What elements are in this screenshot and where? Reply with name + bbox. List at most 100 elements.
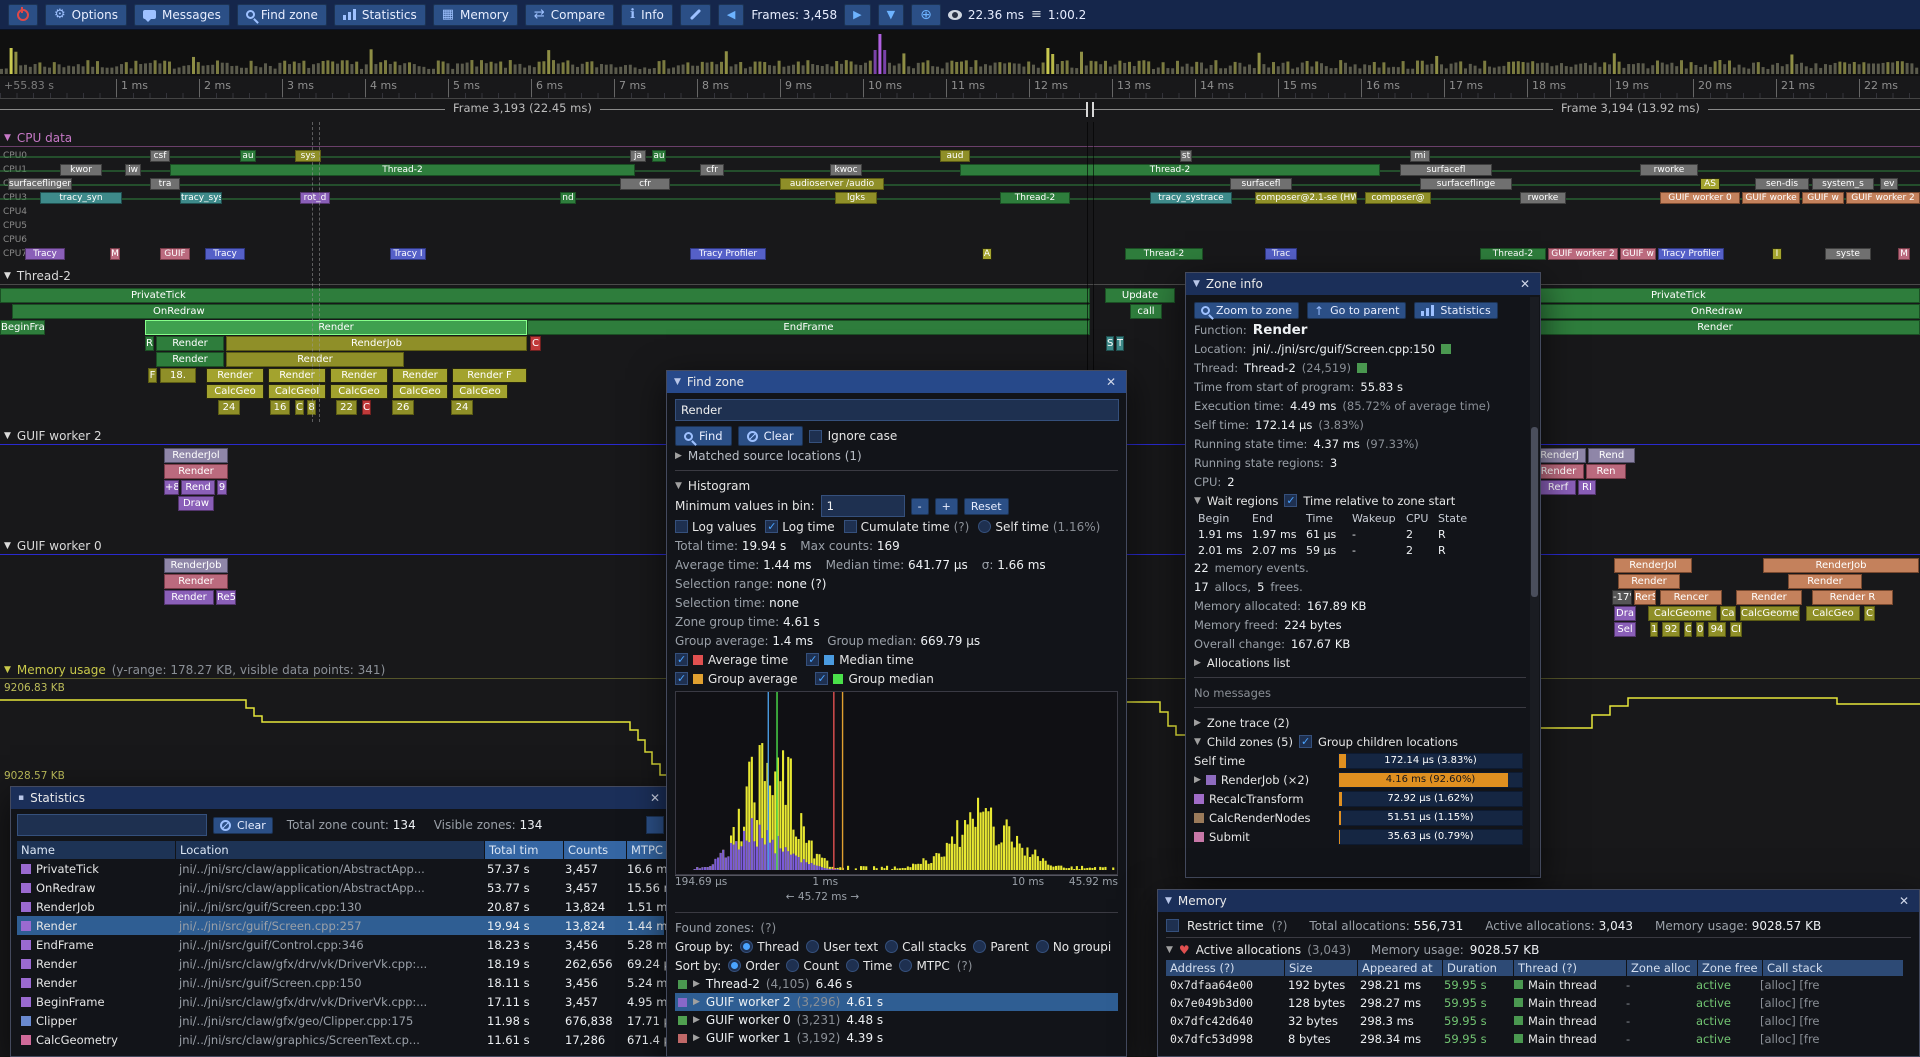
- timeline-zone[interactable]: Rencer: [1660, 590, 1722, 605]
- timeline-zone[interactable]: Tracy I: [390, 248, 426, 260]
- timeline-zone[interactable]: 0: [1696, 622, 1704, 637]
- timeline-zone[interactable]: composer@: [1365, 192, 1431, 204]
- timeline-zone[interactable]: RenderJ: [1533, 448, 1586, 463]
- timeline-zone[interactable]: st: [1180, 150, 1192, 162]
- table-row[interactable]: BeginFrame jni/../jni/src/claw/gfx/drv/vk…: [17, 992, 670, 1011]
- cpu-data-header[interactable]: ▼ CPU data: [4, 130, 72, 145]
- column-header[interactable]: Total tim: [485, 840, 563, 859]
- expand-icon[interactable]: ▶: [1194, 657, 1201, 668]
- timeline-zone[interactable]: kwor: [60, 164, 102, 176]
- legend-checkbox[interactable]: [815, 672, 829, 685]
- timeline-zone[interactable]: RI: [1578, 480, 1596, 495]
- timeline-zone[interactable]: CalcGeo: [452, 384, 508, 399]
- ignore-case-checkbox[interactable]: [808, 429, 822, 443]
- timeline-zone[interactable]: surfacefl: [1230, 178, 1292, 190]
- legend-checkbox[interactable]: [675, 653, 688, 666]
- filter-settings-button[interactable]: [646, 816, 664, 834]
- timeline-zone[interactable]: Render F: [452, 368, 527, 383]
- expand-icon[interactable]: ▶: [675, 450, 682, 461]
- column-header[interactable]: Location: [176, 840, 484, 859]
- timeline-zone[interactable]: ja: [630, 150, 646, 162]
- clear-filter-button[interactable]: Clear: [213, 816, 273, 834]
- timeline-zone[interactable]: 22: [336, 400, 357, 415]
- sort-by-option[interactable]: MTPC: [899, 959, 950, 973]
- timeline-zone[interactable]: Thread-2: [1000, 192, 1070, 204]
- timeline-zone[interactable]: Rerf: [1540, 480, 1576, 495]
- zone-statistics-button[interactable]: Statistics: [1414, 302, 1498, 319]
- timeline-zone[interactable]: M: [1898, 248, 1910, 260]
- timeline-zone[interactable]: Render: [164, 574, 228, 589]
- collapse-icon[interactable]: ▼: [675, 480, 682, 491]
- timeline-zone[interactable]: surfaceflinger: [8, 178, 72, 190]
- table-row[interactable]: Render jni/../jni/src/guif/Screen.cpp:257…: [17, 916, 670, 935]
- legend-checkbox[interactable]: [806, 653, 820, 666]
- timeline-zone[interactable]: aud: [940, 150, 970, 162]
- compare-button[interactable]: ⇄ Compare: [524, 3, 615, 26]
- timeline-zone[interactable]: GUIF: [160, 248, 190, 260]
- timeline-zone[interactable]: Render: [226, 352, 404, 367]
- timeline-zone[interactable]: Thread-2: [1480, 248, 1546, 260]
- column-header[interactable]: Counts: [564, 840, 626, 859]
- timeline-zone[interactable]: nd: [560, 192, 576, 204]
- prev-frame-button[interactable]: ◀: [717, 3, 745, 26]
- scrollbar-track[interactable]: [1530, 297, 1539, 875]
- timeline-zone[interactable]: RenderJob: [226, 336, 527, 351]
- child-zone-row[interactable]: CalcRenderNodes 51.51 µs (1.15%): [1194, 808, 1526, 827]
- timeline-zone[interactable]: kwoc: [830, 164, 862, 176]
- messages-button[interactable]: Messages: [133, 3, 230, 26]
- statistics-button[interactable]: Statistics: [333, 3, 426, 26]
- timeline-zone[interactable]: C: [362, 400, 371, 415]
- timeline-zone[interactable]: rworke: [1640, 164, 1698, 176]
- timeline-zone[interactable]: Thread-2: [170, 164, 635, 176]
- timeline-zone[interactable]: I: [1772, 248, 1782, 260]
- sort-by-option[interactable]: Order: [728, 959, 779, 973]
- table-row[interactable]: RenderJob jni/../jni/src/guif/Screen.cpp:…: [17, 897, 670, 916]
- zoom-to-zone-button[interactable]: Zoom to zone: [1194, 302, 1299, 319]
- sort-by-option[interactable]: Count: [786, 959, 839, 973]
- timeline-zone[interactable]: CalcGeome: [1648, 606, 1717, 621]
- collapse-icon[interactable]: ▼: [1194, 736, 1201, 747]
- timeline-zone[interactable]: RenderJob: [164, 558, 228, 573]
- timeline-zone[interactable]: M: [110, 248, 120, 260]
- timeline-zone[interactable]: rot_d: [300, 192, 330, 204]
- timeline-zone[interactable]: audioserver /audio: [780, 178, 884, 190]
- timeline-zone[interactable]: RerS: [1634, 590, 1656, 605]
- table-row[interactable]: OnRedraw jni/../jni/src/claw/application/…: [17, 878, 670, 897]
- timeline-zone[interactable]: RenderJol: [164, 448, 228, 463]
- timeline-zone[interactable]: RenderJob: [1763, 558, 1919, 573]
- allocations-column-header[interactable]: Zone alloc: [1627, 959, 1697, 976]
- timeline-zone[interactable]: Tracy Profiler: [1658, 248, 1724, 260]
- timeline-zone[interactable]: composer@2.1-se (HW: [1255, 192, 1357, 204]
- find-zone-window-titlebar[interactable]: ▼ Find zone ✕: [667, 371, 1126, 393]
- time-ruler[interactable]: +55.83 s 1 ms 2 ms 3 ms 4 ms 5 ms 6 ms 7 ms 8 m…: [0, 76, 1920, 99]
- timeline-zone[interactable]: Tracy: [205, 248, 245, 260]
- timeline-zone[interactable]: surfaceflinge: [1420, 178, 1512, 190]
- table-row[interactable]: EndFrame jni/../jni/src/guif/Control.cpp:…: [17, 935, 670, 954]
- timeline-zone[interactable]: tra: [150, 178, 180, 190]
- log-values-checkbox[interactable]: [675, 520, 688, 533]
- allocations-column-header[interactable]: Call stack: [1763, 959, 1903, 976]
- timeline-zone[interactable]: CalcGeo: [392, 384, 448, 399]
- cumulate-time-checkbox[interactable]: [843, 520, 857, 533]
- timeline-zone[interactable]: Render: [164, 464, 228, 479]
- timeline-zone[interactable]: 24: [218, 400, 240, 415]
- find-zone-search-input[interactable]: [675, 399, 1119, 421]
- timeline-zone[interactable]: GUIF worker 2: [1548, 248, 1618, 260]
- timeline-zone[interactable]: GUIF worke: [1742, 192, 1800, 204]
- timeline-zone[interactable]: Render: [392, 368, 448, 383]
- found-zone-group[interactable]: ▶ GUIF worker 1 (3,192) 4.39 s: [675, 1029, 1118, 1047]
- timeline-zone[interactable]: 16: [270, 400, 290, 415]
- timeline-zone[interactable]: Rend: [181, 480, 215, 495]
- allocation-row[interactable]: 0x7dfaa64e00 192 bytes 298.21 ms 59.95 s Mai…: [1166, 976, 1911, 994]
- timeline-zone[interactable]: GUIF w: [1620, 248, 1656, 260]
- thread2-header[interactable]: ▼ Thread-2: [4, 268, 71, 283]
- options-button[interactable]: ⚙ Options: [45, 3, 127, 26]
- group-children-checkbox[interactable]: [1298, 735, 1312, 748]
- timeline-zone[interactable]: sen-dis: [1755, 178, 1809, 190]
- allocations-column-header[interactable]: Appeared at: [1358, 959, 1442, 976]
- timeline-zone[interactable]: Tracy: [25, 248, 65, 260]
- timeline-zone[interactable]: Dra: [1614, 606, 1636, 621]
- zone-info-window-titlebar[interactable]: ▼ Zone info ✕: [1186, 273, 1540, 295]
- find-button[interactable]: Find: [675, 426, 732, 446]
- timeline-zone[interactable]: 8: [307, 400, 316, 415]
